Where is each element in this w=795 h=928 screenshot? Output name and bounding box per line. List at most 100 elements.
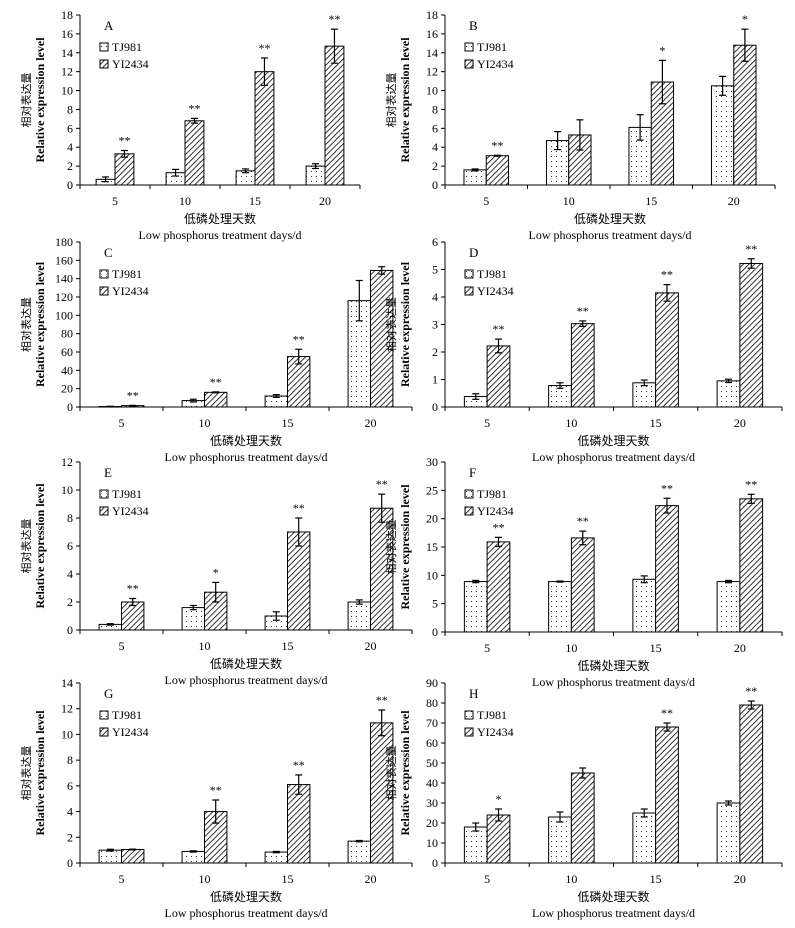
significance-label: ** bbox=[577, 304, 589, 318]
bar-YI2434-10 bbox=[204, 391, 228, 408]
y-tick-label: 14 bbox=[426, 46, 438, 60]
bar-YI2434-10 bbox=[570, 772, 595, 864]
y-tick-label: 2 bbox=[432, 345, 438, 359]
significance-label: ** bbox=[127, 388, 139, 402]
legend-label: TJ981 bbox=[112, 487, 142, 501]
y-tick-label: 3 bbox=[432, 318, 438, 332]
y-tick-label: 0 bbox=[432, 178, 438, 192]
x-tick-label: 5 bbox=[119, 639, 125, 653]
bar-YI2434-5 bbox=[485, 155, 510, 186]
significance-label: ** bbox=[127, 582, 139, 596]
bar-TJ981-15 bbox=[632, 812, 657, 864]
x-axis-title-en: Low phosphorus treatment days/d bbox=[165, 673, 328, 687]
legend-label: YI2434 bbox=[112, 504, 149, 518]
y-tick-label: 5 bbox=[432, 263, 438, 277]
x-tick-label: 5 bbox=[483, 194, 489, 208]
x-axis-title-en: Low phosphorus treatment days/d bbox=[529, 228, 692, 242]
y-tick-label: 180 bbox=[55, 235, 73, 249]
y-tick-label: 16 bbox=[426, 27, 438, 41]
y-axis-title-en: Relative expression level bbox=[33, 710, 47, 836]
x-tick-label: 5 bbox=[112, 194, 118, 208]
y-tick-label: 0 bbox=[67, 400, 73, 414]
y-tick-label: 0 bbox=[67, 856, 73, 870]
bar-YI2434-15 bbox=[254, 71, 275, 186]
legend-swatch-YI2434 bbox=[99, 727, 109, 737]
x-tick-label: 10 bbox=[179, 194, 191, 208]
x-tick-label: 20 bbox=[319, 194, 331, 208]
significance-label: ** bbox=[492, 520, 504, 534]
legend-label: YI2434 bbox=[477, 57, 514, 71]
x-tick-label: 10 bbox=[199, 416, 211, 430]
significance-label: ** bbox=[491, 138, 503, 152]
significance-label: ** bbox=[328, 12, 340, 26]
y-axis-title-cn: 相对表达量 bbox=[19, 519, 33, 574]
legend-label: YI2434 bbox=[477, 504, 514, 518]
y-tick-label: 0 bbox=[67, 178, 73, 192]
y-axis-title-cn: 相对表达量 bbox=[384, 520, 398, 575]
legend-swatch-TJ981 bbox=[464, 489, 474, 499]
y-tick-label: 40 bbox=[426, 776, 438, 790]
significance-label: * bbox=[742, 12, 748, 26]
panel-letter: G bbox=[104, 686, 113, 701]
y-tick-label: 60 bbox=[61, 345, 73, 359]
significance-label: * bbox=[659, 43, 665, 57]
legend-swatch-TJ981 bbox=[99, 710, 109, 720]
y-tick-label: 20 bbox=[61, 382, 73, 396]
chart-panel-B: 0 2 4 6 8 10 12 14 16 18 ** 5 10 * 15 * 20 B TJ981 YI2434 低磷… bbox=[384, 8, 776, 242]
significance-label: ** bbox=[577, 514, 589, 528]
significance-label: ** bbox=[118, 134, 130, 148]
bar-TJ981-5 bbox=[463, 169, 487, 186]
bar-YI2434-5 bbox=[121, 849, 145, 864]
y-axis-title-en: Relative expression level bbox=[398, 37, 412, 163]
y-tick-label: 8 bbox=[67, 511, 73, 525]
legend-label: YI2434 bbox=[112, 57, 149, 71]
panel-letter: B bbox=[469, 18, 478, 33]
bar-TJ981-10 bbox=[181, 607, 205, 631]
y-tick-label: 8 bbox=[67, 753, 73, 767]
x-axis-title-cn: 低磷处理天数 bbox=[577, 433, 649, 448]
y-tick-label: 14 bbox=[61, 676, 73, 690]
x-tick-label: 15 bbox=[650, 641, 662, 655]
y-tick-label: 12 bbox=[61, 65, 73, 79]
y-tick-label: 60 bbox=[426, 736, 438, 750]
y-tick-label: 18 bbox=[61, 8, 73, 22]
y-tick-label: 12 bbox=[426, 65, 438, 79]
x-axis-title-en: Low phosphorus treatment days/d bbox=[532, 906, 695, 920]
y-tick-label: 18 bbox=[426, 8, 438, 22]
bar-TJ981-5 bbox=[98, 849, 122, 864]
y-tick-label: 120 bbox=[55, 290, 73, 304]
legend-swatch-TJ981 bbox=[99, 489, 109, 499]
bar-TJ981-5 bbox=[463, 826, 488, 864]
panel-letter: H bbox=[469, 686, 478, 701]
bar-YI2434-5 bbox=[486, 541, 511, 633]
y-tick-label: 12 bbox=[61, 702, 73, 716]
y-axis-title-en: Relative expression level bbox=[398, 261, 412, 387]
chart-panel-A: 0 2 4 6 8 10 12 14 16 18 ** 5 ** 10 ** 15 ** 20 A TJ981 YI24… bbox=[19, 8, 361, 242]
legend-label: YI2434 bbox=[112, 725, 149, 739]
x-tick-label: 5 bbox=[484, 872, 490, 886]
y-tick-label: 25 bbox=[426, 483, 438, 497]
bar-TJ981-20 bbox=[716, 802, 741, 864]
x-tick-label: 15 bbox=[650, 872, 662, 886]
y-tick-label: 6 bbox=[67, 121, 73, 135]
x-tick-label: 10 bbox=[199, 639, 211, 653]
x-axis-title-cn: 低磷处理天数 bbox=[574, 211, 646, 226]
x-tick-label: 20 bbox=[734, 416, 746, 430]
x-tick-label: 5 bbox=[484, 416, 490, 430]
chart-panel-D: 0 1 2 3 4 5 6 ** 5 ** 10 ** 15 ** 20 D TJ981 YI2434 低磷处理天数… bbox=[384, 235, 783, 464]
legend-label: TJ981 bbox=[477, 708, 507, 722]
legend-swatch-YI2434 bbox=[99, 286, 109, 296]
legend-swatch-YI2434 bbox=[99, 59, 109, 69]
chart-panel-H: 0 10 20 30 40 50 60 70 80 90 * 5 10 ** 15 ** 20 H TJ981 YI2… bbox=[384, 676, 783, 920]
significance-label: ** bbox=[293, 501, 305, 515]
y-tick-label: 2 bbox=[67, 595, 73, 609]
bar-YI2434-15 bbox=[655, 726, 679, 864]
y-axis-title-cn: 相对表达量 bbox=[19, 746, 33, 801]
y-tick-label: 4 bbox=[432, 290, 438, 304]
legend-label: TJ981 bbox=[477, 40, 507, 54]
y-tick-label: 4 bbox=[67, 567, 73, 581]
y-tick-label: 4 bbox=[67, 805, 73, 819]
